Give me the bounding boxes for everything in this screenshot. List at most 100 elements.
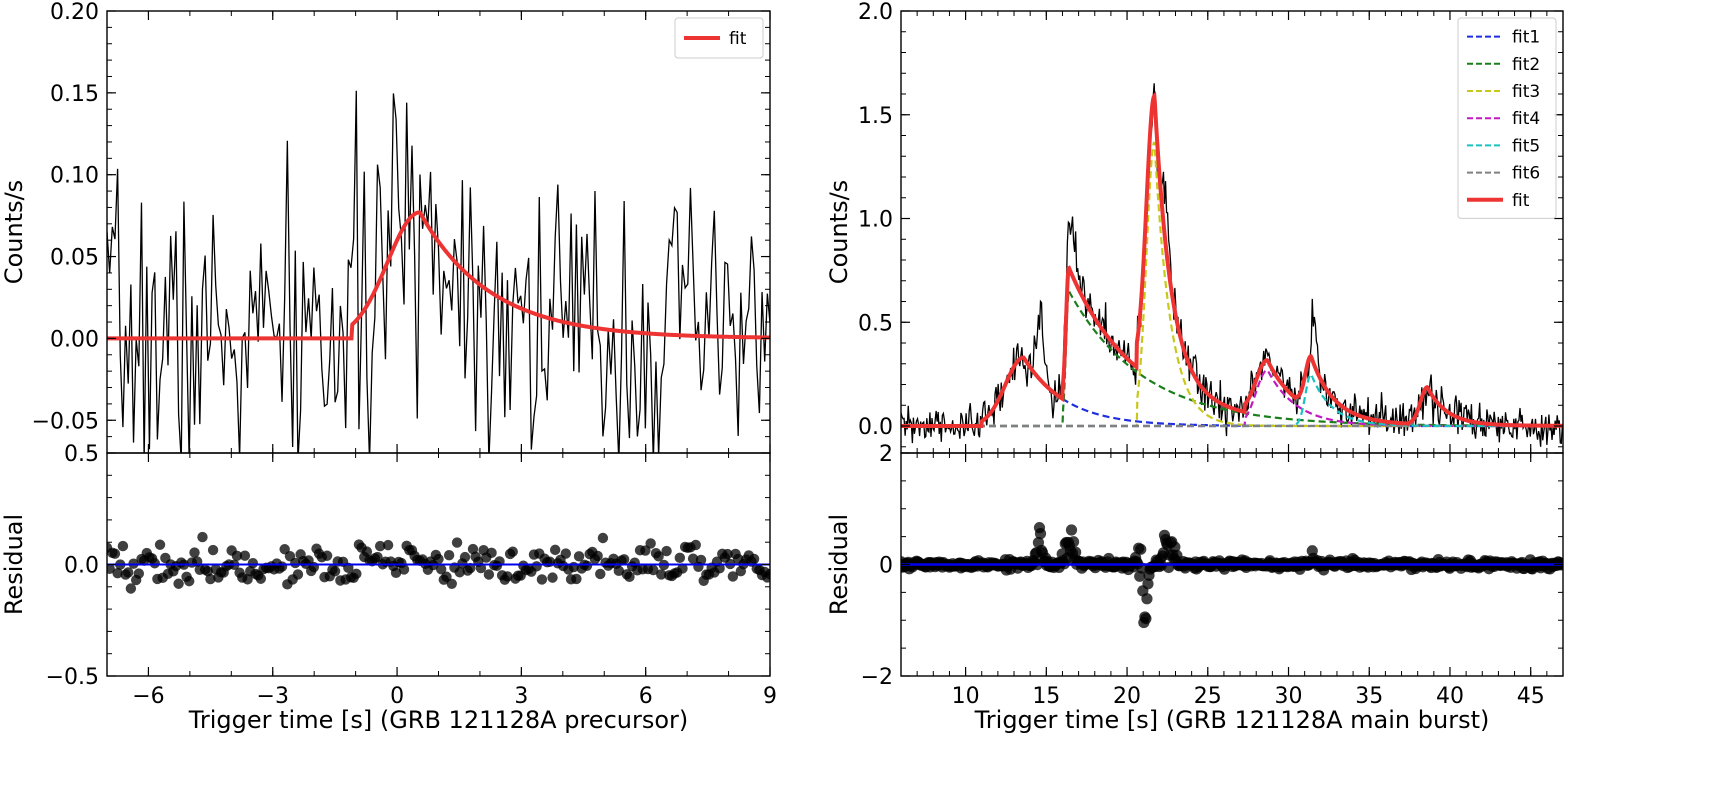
residual-point xyxy=(1034,528,1047,540)
series-fit-line xyxy=(107,210,770,341)
y-tick-label: 2 xyxy=(879,442,893,467)
residual-point xyxy=(1169,541,1181,553)
residual-point xyxy=(581,560,593,571)
residual-point xyxy=(613,565,625,577)
residual-point xyxy=(722,548,733,560)
residual-point xyxy=(549,544,561,556)
residual-point xyxy=(714,563,725,574)
residual-point xyxy=(640,545,651,556)
x-axis-label: Trigger time [s] (GRB 121128A main burst… xyxy=(974,706,1490,734)
residual-point xyxy=(748,553,760,565)
x-tick-label: −3 xyxy=(257,684,289,709)
residual-point xyxy=(433,553,444,565)
residual-point xyxy=(695,554,707,566)
legend-box xyxy=(1457,17,1557,219)
residual-point xyxy=(308,561,320,573)
y-tick-label: −0.5 xyxy=(46,665,99,690)
residual-point xyxy=(459,551,471,563)
legend-label-fit3: fit3 xyxy=(1512,82,1540,102)
residual-point xyxy=(624,571,635,583)
residual-point xyxy=(531,561,542,572)
x-tick-label: 20 xyxy=(1113,684,1141,709)
series-data-line xyxy=(107,90,770,453)
series-fit-line xyxy=(901,91,1563,429)
y-axis-label: Counts/s xyxy=(825,180,853,284)
legend-label-fit: fit xyxy=(729,29,747,49)
x-tick-label: 9 xyxy=(763,684,777,709)
residual-point xyxy=(1065,524,1078,536)
residual-point xyxy=(661,545,672,557)
x-tick-label: 10 xyxy=(952,684,980,709)
residual-point xyxy=(247,557,259,569)
residual-point xyxy=(451,537,463,548)
residual-point xyxy=(154,539,166,550)
legend-label-fit1: fit1 xyxy=(1512,28,1540,48)
residual-point xyxy=(276,561,288,572)
residual-point xyxy=(573,551,585,562)
residual-point xyxy=(454,567,465,578)
residual-point xyxy=(231,550,243,562)
y-tick-label: −0.05 xyxy=(32,409,99,434)
residual-point xyxy=(184,575,195,587)
residual-point xyxy=(618,554,630,565)
residual-point xyxy=(547,572,558,583)
residual-point xyxy=(1070,546,1082,558)
panel-main-burst-counts: 0.0 0.5 1.0 1.5 2.0 Counts/s fit1 fit2 fit3 fit4 f… xyxy=(825,0,1564,454)
residual-point xyxy=(372,551,383,563)
residual-point xyxy=(443,550,455,561)
residual-point xyxy=(205,573,216,585)
residual-point xyxy=(483,569,495,580)
residual-point xyxy=(446,578,457,589)
residual-point xyxy=(690,539,701,551)
residual-point xyxy=(1135,543,1147,555)
residual-point xyxy=(133,568,145,579)
residual-point xyxy=(123,567,134,578)
y-tick-label: 0.5 xyxy=(64,442,99,467)
x-axis-label: Trigger time [s] (GRB 121128A precursor) xyxy=(188,706,689,734)
y-axis-label: Residual xyxy=(825,514,853,615)
y-axis-label: Counts/s xyxy=(0,180,28,284)
residual-point xyxy=(189,547,200,558)
residual-point xyxy=(207,544,219,556)
x-tick-label: 35 xyxy=(1355,684,1383,709)
residual-point xyxy=(292,569,304,580)
y-tick-label: 0.05 xyxy=(50,246,99,271)
y-tick-label: 0.0 xyxy=(858,415,893,440)
y-tick-label: 0.5 xyxy=(858,311,893,336)
y-tick-label: 2.0 xyxy=(858,0,893,25)
residual-point xyxy=(507,546,518,557)
residual-point xyxy=(255,573,267,584)
residual-point xyxy=(645,538,656,549)
y-tick-label: 0.10 xyxy=(50,164,99,189)
residual-point xyxy=(398,564,410,575)
residual-point xyxy=(117,540,129,552)
residual-point xyxy=(677,563,688,574)
x-tick-label: 30 xyxy=(1275,684,1303,709)
residual-point xyxy=(1141,593,1153,605)
x-tick-label: −6 xyxy=(132,684,164,709)
residual-point xyxy=(595,568,606,580)
residual-point xyxy=(290,557,301,569)
y-tick-label: −2 xyxy=(861,665,893,690)
panel-precursor-residual: −6 −3 0 3 6 9 −0.5 0.0 Residual Trigger time [s] … xyxy=(0,452,777,734)
residual-point xyxy=(1142,578,1154,590)
residual-point xyxy=(202,565,213,577)
y-axis-label: Residual xyxy=(0,514,28,615)
residual-point xyxy=(125,583,137,594)
residual-point xyxy=(560,548,571,559)
residual-point xyxy=(571,573,582,585)
y-tick-label: 0.0 xyxy=(64,554,99,579)
residual-point xyxy=(435,564,447,575)
y-tick-label: 1.5 xyxy=(858,104,893,129)
x-tick-label: 45 xyxy=(1517,684,1545,709)
residual-point xyxy=(656,569,667,580)
panel-precursor-counts: −0.05 0.00 0.05 0.10 0.15 0.20 0.5 Counts/s fit xyxy=(0,0,771,467)
residual-point xyxy=(109,548,121,559)
residual-point xyxy=(597,532,609,544)
residual-point xyxy=(475,562,487,574)
y-tick-label: 0.15 xyxy=(50,82,99,107)
residual-point xyxy=(674,552,686,564)
residual-point xyxy=(242,574,253,585)
residual-point xyxy=(592,550,603,562)
y-tick-label: 1.0 xyxy=(858,208,893,233)
